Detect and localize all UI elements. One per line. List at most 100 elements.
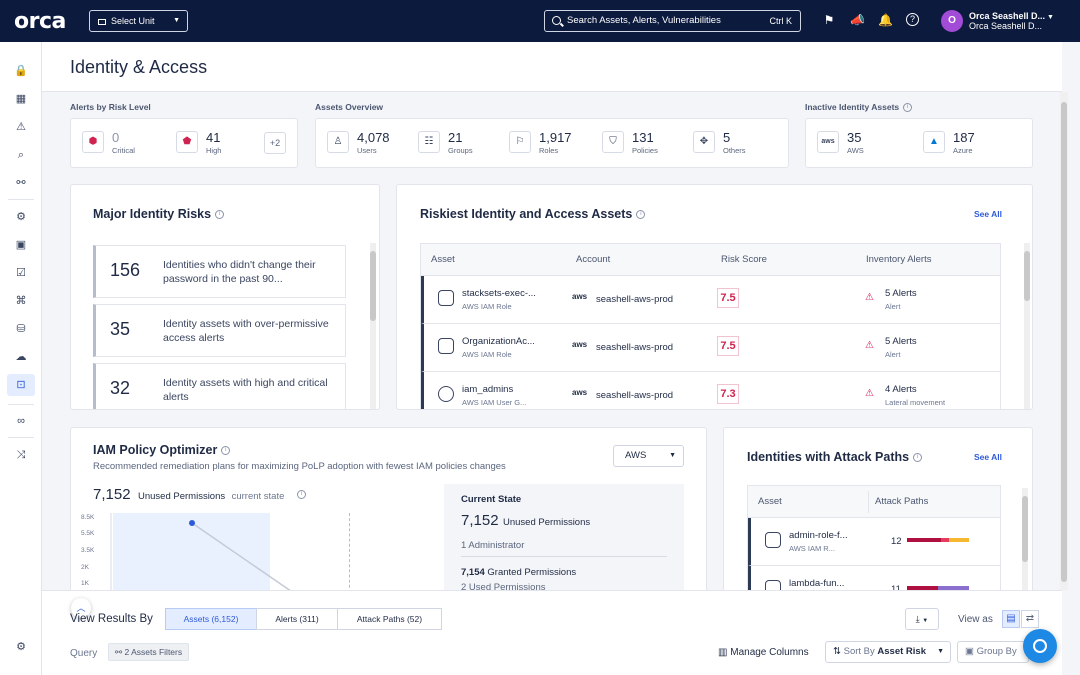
more-levels-button[interactable]: +2 xyxy=(264,132,286,154)
cog-network-icon[interactable]: ⚙ xyxy=(16,211,26,223)
user-chevron-icon[interactable]: ▼ xyxy=(1047,14,1054,21)
sidebar-divider xyxy=(8,199,34,200)
table-row[interactable]: iam_admins AWS IAM User G... aws seashel… xyxy=(421,372,1000,409)
users-stat[interactable]: ♙ 4,078 Users xyxy=(327,130,407,155)
azure-inactive-stat[interactable]: ▲ 187 Azure xyxy=(923,130,1013,155)
info-icon[interactable]: i xyxy=(636,210,646,220)
alerts-count[interactable]: 5 Alerts xyxy=(885,288,917,299)
alerts-type: Alert xyxy=(885,302,901,311)
cloud-icon[interactable]: ☁ xyxy=(15,351,27,363)
groups-stat[interactable]: ☷ 21 Groups xyxy=(418,130,498,155)
identity-icon[interactable]: ⊡ xyxy=(7,374,35,396)
flag-icon[interactable]: ⚑ xyxy=(823,13,835,27)
account-name[interactable]: seashell-aws-prod xyxy=(596,390,674,401)
infinity-icon[interactable]: ∞ xyxy=(17,415,25,427)
page-scrollbar[interactable] xyxy=(1060,92,1068,590)
roles-stat[interactable]: ⚐ 1,917 Roles xyxy=(509,130,589,155)
attack-paths-scrollbar[interactable] xyxy=(1022,488,1028,596)
tab-alerts[interactable]: Alerts (311) xyxy=(256,608,338,630)
others-stat[interactable]: ✥ 5 Others xyxy=(693,130,773,155)
col-risk-score[interactable]: Risk Score xyxy=(721,254,767,265)
azure-logo-icon: ▲ xyxy=(923,131,945,153)
risk-item[interactable]: 32 Identity assets with high and critical… xyxy=(93,363,346,409)
critical-stat[interactable]: ⬢ 0 Critical xyxy=(82,130,152,155)
asset-name[interactable]: stacksets-exec-... xyxy=(462,288,536,299)
tab-attack-paths[interactable]: Attack Paths (52) xyxy=(337,608,442,630)
table-row[interactable]: admin-role-f... AWS IAM R... 12 xyxy=(748,518,1000,566)
col-asset[interactable]: Asset xyxy=(758,496,782,507)
lock-icon[interactable]: 🔒 xyxy=(14,65,28,77)
view-results-label: View Results By xyxy=(70,613,153,625)
bell-icon[interactable]: 🔔 xyxy=(878,13,893,27)
riskiest-title: Riskiest Identity and Access Assets i xyxy=(420,207,646,221)
scroll-thumb[interactable] xyxy=(1024,251,1030,301)
info-icon[interactable]: i xyxy=(296,490,306,500)
search-nav-icon[interactable]: ⌕ xyxy=(17,149,25,161)
move-icon: ✥ xyxy=(693,131,715,153)
graph-view-icon[interactable]: ⇄ xyxy=(1021,610,1039,628)
see-all-link[interactable]: See All xyxy=(974,209,1003,219)
assets-filter-chip[interactable]: ⚯ 2 Assets Filters xyxy=(108,643,190,661)
see-all-link[interactable]: See All xyxy=(974,452,1003,462)
asset-name[interactable]: OrganizationAc... xyxy=(462,336,535,347)
database-icon[interactable]: ⛁ xyxy=(16,323,26,335)
chat-assistant-button[interactable] xyxy=(1023,629,1057,663)
page-scroll-thumb[interactable] xyxy=(1061,102,1067,582)
graph-icon[interactable]: ⚯ xyxy=(16,177,26,189)
sort-by-select[interactable]: ⇅ Sort By Asset Risk ▼ xyxy=(825,641,951,663)
global-search[interactable]: Search Assets, Alerts, Vulnerabilities Ct… xyxy=(544,10,801,32)
shuffle-icon[interactable]: ⤨ xyxy=(16,449,26,461)
settings-icon[interactable]: ⚙ xyxy=(16,641,26,653)
select-unit-dropdown[interactable]: Select Unit ▼ xyxy=(89,10,188,32)
user-menu[interactable]: Orca Seashell D... Orca Seashell D... xyxy=(969,11,1045,31)
manage-columns-button[interactable]: ▥ Manage Columns xyxy=(718,647,809,658)
megaphone-icon[interactable]: 📣 xyxy=(850,13,865,27)
policies-stat[interactable]: ⛉ 131 Policies xyxy=(602,130,682,155)
info-icon[interactable]: i xyxy=(221,446,231,456)
alerts-count[interactable]: 4 Alerts xyxy=(885,384,917,395)
filter-chip-label: 2 Assets Filters xyxy=(124,647,183,657)
help-icon[interactable]: ? xyxy=(906,13,919,26)
orca-logo[interactable]: orca xyxy=(14,9,66,34)
tab-assets[interactable]: Assets (6,152) xyxy=(165,608,257,630)
risk-text: Identity assets with high and critical a… xyxy=(163,377,328,403)
col-inventory-alerts[interactable]: Inventory Alerts xyxy=(866,254,932,265)
info-icon[interactable]: i xyxy=(913,453,923,463)
scroll-thumb[interactable] xyxy=(370,251,376,321)
table-row[interactable]: OrganizationAc... AWS IAM Role aws seash… xyxy=(421,324,1000,372)
column-divider xyxy=(868,491,869,513)
policy-icon: ⛉ xyxy=(602,131,624,153)
aws-inactive-stat[interactable]: aws 35 AWS xyxy=(817,130,907,155)
dashboard-icon[interactable]: ▦ xyxy=(15,93,27,105)
alert-icon[interactable]: ⚠ xyxy=(16,121,26,133)
provider-select[interactable]: AWS ▼ xyxy=(613,445,684,467)
asset-name[interactable]: lambda-fun... xyxy=(789,578,845,589)
account-name[interactable]: seashell-aws-prod xyxy=(596,294,674,305)
risk-count: 32 xyxy=(110,378,131,398)
group-by-select[interactable]: ▣ Group By xyxy=(957,641,1029,663)
riskiest-scrollbar[interactable] xyxy=(1024,243,1030,409)
collapse-chevron-icon[interactable]: ︿ xyxy=(71,598,91,618)
briefcase-icon[interactable]: ▣ xyxy=(15,239,27,251)
info-icon[interactable]: i xyxy=(215,210,225,220)
col-attack-paths[interactable]: Attack Paths xyxy=(875,496,929,507)
account-name[interactable]: seashell-aws-prod xyxy=(596,342,674,353)
asset-name[interactable]: iam_admins xyxy=(462,384,514,395)
table-row[interactable]: stacksets-exec-... AWS IAM Role aws seas… xyxy=(421,276,1000,324)
download-button[interactable]: ⤓ ▼ xyxy=(905,608,939,630)
scroll-thumb[interactable] xyxy=(1022,496,1028,562)
risk-item[interactable]: 35 Identity assets with over-permissive a… xyxy=(93,304,346,357)
high-stat[interactable]: ⬟ 41 High xyxy=(176,130,246,155)
current-point[interactable] xyxy=(189,520,195,526)
checklist-icon[interactable]: ☑ xyxy=(16,267,26,279)
risks-scrollbar[interactable] xyxy=(370,243,376,409)
alerts-count[interactable]: 5 Alerts xyxy=(885,336,917,347)
info-icon[interactable]: i xyxy=(903,103,913,113)
code-icon[interactable]: ⌘ xyxy=(15,295,27,307)
col-asset[interactable]: Asset xyxy=(431,254,455,265)
col-account[interactable]: Account xyxy=(576,254,611,265)
user-avatar[interactable]: O xyxy=(941,10,963,32)
risk-item[interactable]: 156 Identities who didn't change their pa… xyxy=(93,245,346,298)
list-view-icon[interactable]: ▤ xyxy=(1002,610,1020,628)
asset-name[interactable]: admin-role-f... xyxy=(789,530,848,541)
